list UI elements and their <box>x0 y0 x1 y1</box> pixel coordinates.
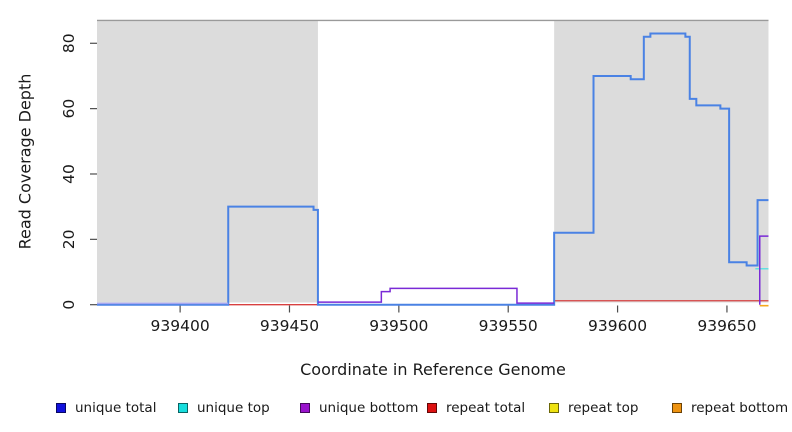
legend-item-unique-top: unique top <box>178 399 270 417</box>
legend-item-unique-bottom: unique bottom <box>300 399 418 417</box>
x-tick-label: 939450 <box>260 317 319 335</box>
x-tick-label: 939550 <box>479 317 538 335</box>
legend-item-repeat-total: repeat total <box>427 399 525 417</box>
y-tick-label: 20 <box>60 229 78 249</box>
x-tick-label: 939650 <box>697 317 756 335</box>
legend-swatch <box>427 403 437 413</box>
y-tick-label: 0 <box>60 300 78 310</box>
y-axis-title: Read Coverage Depth <box>15 73 35 250</box>
repeat-region-2 <box>554 20 769 303</box>
legend-swatch <box>672 403 682 413</box>
legend-label: repeat top <box>568 400 639 416</box>
y-tick-label: 40 <box>60 164 78 184</box>
repeat-region-1 <box>97 20 318 303</box>
legend-item-repeat-top: repeat top <box>549 399 638 417</box>
x-axis-title: Coordinate in Reference Genome <box>300 360 566 379</box>
legend-label: unique bottom <box>319 400 419 416</box>
legend-label: repeat bottom <box>691 400 789 416</box>
chart-legend: unique total unique top unique bottom repea… <box>0 399 792 419</box>
series-unique-total <box>97 32 769 306</box>
coverage-chart-canvas: 939400 939450 939500 939550 939600 939650 0 20 4… <box>60 19 769 335</box>
legend-swatch <box>56 403 66 413</box>
legend-item-repeat-bottom: repeat bottom <box>672 399 788 417</box>
legend-item-unique-total: unique total <box>56 399 156 417</box>
legend-swatch <box>178 403 188 413</box>
legend-label: unique total <box>75 400 157 416</box>
series-unique-bottom <box>759 235 769 305</box>
y-tick-label: 60 <box>60 99 78 119</box>
legend-label: unique top <box>197 400 270 416</box>
legend-swatch <box>300 403 310 413</box>
x-tick-label: 939400 <box>151 317 210 335</box>
x-tick-label: 939500 <box>369 317 428 335</box>
x-tick-label: 939600 <box>588 317 647 335</box>
series-unique-bottom <box>317 287 555 304</box>
legend-label: repeat total <box>446 400 526 416</box>
y-tick-label: 80 <box>60 33 78 53</box>
legend-swatch <box>549 403 559 413</box>
